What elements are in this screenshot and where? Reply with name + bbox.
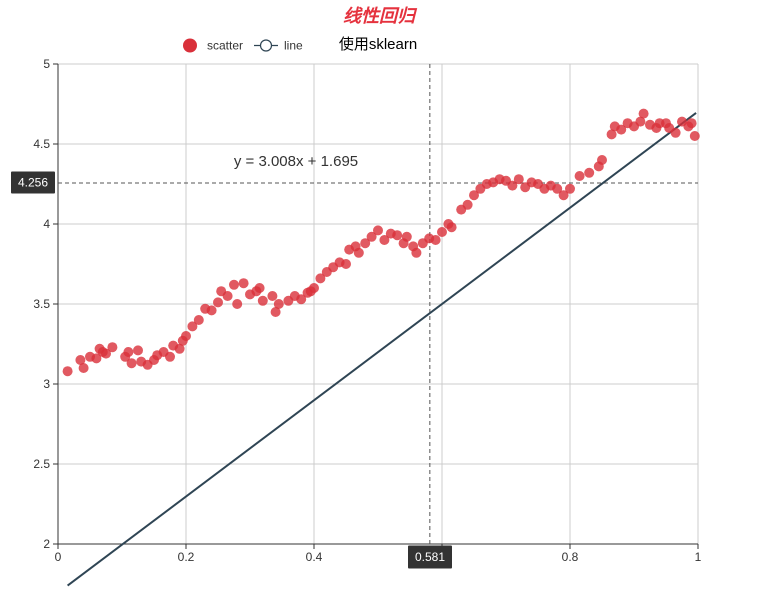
x-tick-label: 0.4 <box>306 550 323 564</box>
scatter-point[interactable] <box>360 238 371 249</box>
scatter-point[interactable] <box>565 183 575 194</box>
scatter-point[interactable] <box>101 348 111 359</box>
regression-line-layer <box>66 112 697 587</box>
scatter-point[interactable] <box>257 295 268 306</box>
legend-item-scatter[interactable]: scatter <box>183 38 243 53</box>
scatter-point[interactable] <box>430 235 441 245</box>
y-tick-label: 4 <box>43 217 50 231</box>
y-tick-label: 3 <box>43 377 50 391</box>
scatter-point[interactable] <box>686 118 697 129</box>
scatter-point[interactable] <box>133 345 143 356</box>
legend-scatter-marker <box>183 38 197 53</box>
regression-line <box>66 112 697 587</box>
scatter-point[interactable] <box>187 321 198 332</box>
scatter-points <box>62 108 700 377</box>
scatter-point[interactable] <box>638 108 649 119</box>
scatter-point[interactable] <box>411 247 422 258</box>
scatter-point[interactable] <box>309 283 319 293</box>
scatter-point[interactable] <box>392 230 403 241</box>
scatter-point[interactable] <box>552 183 563 194</box>
scatter-point[interactable] <box>270 307 281 317</box>
scatter-point[interactable] <box>670 127 681 138</box>
scatter-point[interactable] <box>126 358 137 369</box>
scatter-point[interactable] <box>62 366 73 377</box>
scatter-point[interactable] <box>165 351 175 362</box>
y-tick-label: 5 <box>43 57 50 71</box>
y-tick-label: 2 <box>43 537 50 551</box>
crosshair <box>58 64 698 544</box>
scatter-point[interactable] <box>366 231 377 242</box>
scatter-point[interactable] <box>222 291 233 301</box>
scatter-point[interactable] <box>273 299 284 309</box>
scatter-point[interactable] <box>446 222 457 233</box>
y-tick-label: 3.5 <box>33 297 50 311</box>
scatter-point[interactable] <box>507 180 518 191</box>
x-tick-label: 0.8 <box>562 550 579 564</box>
y-axis-pointer-label: 4.256 <box>11 171 55 194</box>
scatter-point[interactable] <box>635 116 646 127</box>
x-pointer-value: 0.581 <box>415 550 445 564</box>
scatter-point[interactable] <box>206 305 217 316</box>
scatter-point[interactable] <box>606 129 617 140</box>
scatter-point[interactable] <box>437 227 447 237</box>
scatter-point[interactable] <box>616 124 627 135</box>
scatter-point[interactable] <box>232 299 243 309</box>
scatter-point[interactable] <box>597 155 607 165</box>
scatter-point[interactable] <box>558 190 569 201</box>
scatter-point[interactable] <box>267 291 278 301</box>
chart-subtitle: 使用sklearn <box>339 36 417 53</box>
scatter-point[interactable] <box>373 225 383 236</box>
scatter-point[interactable] <box>315 273 326 284</box>
scatter-point[interactable] <box>353 247 364 258</box>
scatter-point[interactable] <box>229 279 239 290</box>
scatter-point[interactable] <box>213 297 223 308</box>
scatter-point[interactable] <box>401 231 412 242</box>
scatter-point[interactable] <box>584 167 595 178</box>
chart-title: 线性回归 <box>343 6 418 26</box>
scatter-point[interactable] <box>123 347 134 357</box>
scatter-point[interactable] <box>513 174 524 185</box>
scatter-point[interactable] <box>574 171 585 181</box>
y-pointer-value: 4.256 <box>18 176 48 190</box>
y-tick-label: 4.5 <box>33 137 50 151</box>
legend-scatter-label: scatter <box>207 39 243 53</box>
scatter-point[interactable] <box>379 235 390 245</box>
scatter-point[interactable] <box>193 315 204 325</box>
equation-label: y = 3.008x + 1.695 <box>234 153 358 170</box>
legend-line-label: line <box>284 39 303 53</box>
grid-lines <box>57 63 699 545</box>
x-tick-label: 0 <box>55 550 62 564</box>
scatter-point[interactable] <box>181 331 191 341</box>
scatter-point[interactable] <box>78 363 89 373</box>
x-axis-pointer-label: 0.581 <box>408 545 452 569</box>
x-pointer-bg <box>408 545 452 569</box>
legend[interactable]: scatter line <box>183 38 303 53</box>
x-tick-label: 1 <box>695 550 702 564</box>
scatter-point[interactable] <box>296 294 307 305</box>
scatter-point[interactable] <box>462 199 473 210</box>
scatter-point[interactable] <box>174 343 185 354</box>
scatter-point[interactable] <box>75 355 86 365</box>
scatter-point[interactable] <box>107 342 118 353</box>
y-pointer-bg <box>11 171 55 194</box>
scatter-point[interactable] <box>469 190 479 201</box>
scatter-point[interactable] <box>689 131 700 141</box>
scatter-point[interactable] <box>91 353 102 364</box>
legend-line-marker <box>259 39 273 52</box>
x-tick-label: 0.2 <box>178 550 195 564</box>
y-tick-label: 2.5 <box>33 457 50 471</box>
scatter-point[interactable] <box>341 259 351 269</box>
legend-item-line[interactable]: line <box>254 39 303 53</box>
scatter-point[interactable] <box>254 283 265 293</box>
scatter-point[interactable] <box>238 278 249 289</box>
